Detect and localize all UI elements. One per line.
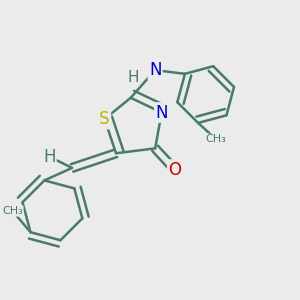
Text: N: N [155,103,168,122]
Text: S: S [99,110,110,128]
Text: N: N [149,61,161,79]
Text: CH₃: CH₃ [2,206,23,216]
Text: CH₃: CH₃ [206,134,226,144]
Text: H: H [128,70,139,85]
Text: H: H [43,148,56,166]
Text: O: O [168,160,181,178]
